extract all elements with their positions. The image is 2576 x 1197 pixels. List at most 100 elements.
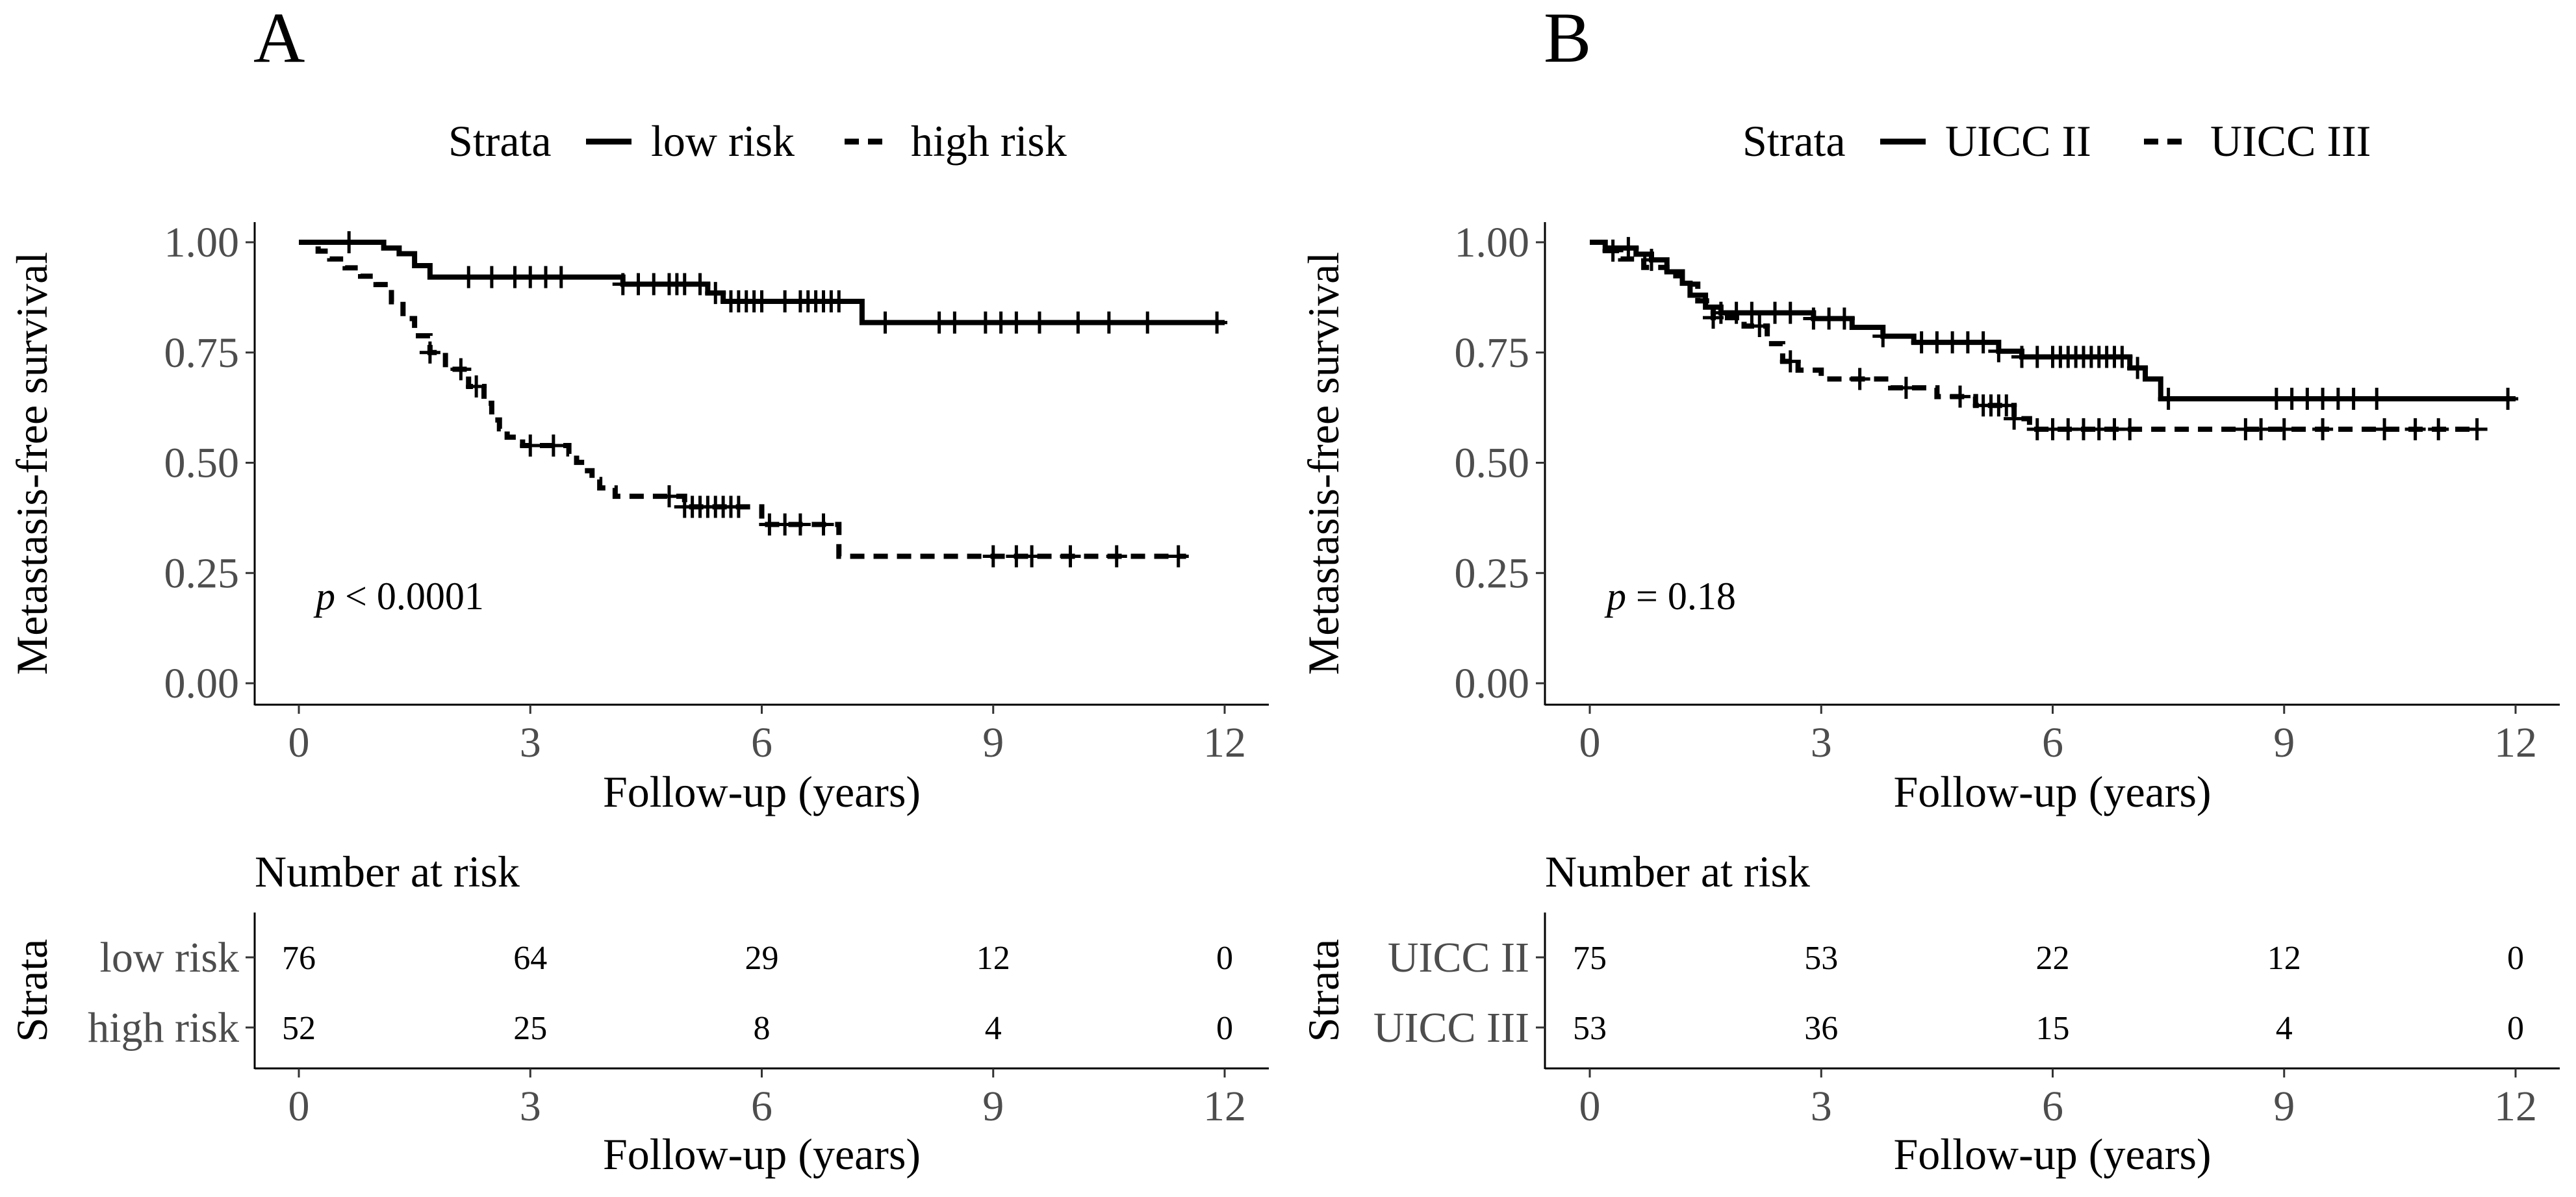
risk-cell: 22: [2036, 940, 2070, 977]
censor-mark-0: [2366, 388, 2388, 410]
risk-row-label: high risk: [88, 1004, 239, 1052]
censor-mark-0: [2497, 388, 2519, 410]
p-value: = 0.18: [1626, 575, 1736, 618]
censor-mark-0: [458, 266, 479, 288]
risk-row-label: UICC III: [1373, 1004, 1529, 1052]
x-tick-label: 12: [1203, 719, 1246, 766]
p-symbol: p: [313, 575, 335, 618]
censor-mark-1: [2404, 418, 2426, 440]
censor-mark-0: [2343, 388, 2364, 410]
censor-mark-0: [2111, 346, 2133, 368]
legend-title: Strata: [1742, 116, 1846, 166]
x-tick-label: 12: [2494, 719, 2537, 766]
x-tick-label: 6: [2042, 719, 2063, 766]
censor-mark-0: [1833, 307, 1855, 330]
censor-mark-1: [1996, 394, 2017, 417]
legend-label-1: UICC III: [2210, 116, 2371, 166]
legend-label-0: UICC II: [1945, 116, 2091, 166]
censor-mark-0: [1029, 311, 1050, 334]
censor-mark-1: [1167, 545, 1189, 568]
censor-mark-0: [338, 231, 360, 253]
censor-mark-0: [689, 273, 711, 296]
risk-cell: 8: [754, 1010, 771, 1047]
risk-x-tick-label: 3: [1811, 1083, 1832, 1130]
censor-mark-0: [828, 290, 850, 312]
x-tick-label: 3: [1811, 719, 1832, 766]
x-tick-label: 0: [288, 719, 310, 766]
p-value-text: p < 0.0001: [313, 575, 484, 618]
censor-mark-1: [1106, 545, 1127, 568]
risk-x-tick-label: 9: [982, 1083, 1004, 1130]
y-axis-title: Metastasis-free survival: [1299, 252, 1348, 675]
censor-mark-1: [2251, 418, 2272, 440]
censor-mark-1: [1060, 545, 1081, 568]
risk-cell: 4: [2276, 1010, 2293, 1047]
censor-mark-1: [520, 435, 541, 457]
y-tick-label: 1.00: [164, 219, 240, 266]
risk-cell: 52: [282, 1010, 316, 1047]
risk-cell: 0: [1216, 1010, 1233, 1047]
censor-mark-0: [1779, 301, 1801, 324]
risk-cell: 0: [2507, 1010, 2524, 1047]
censor-mark-1: [2273, 418, 2295, 440]
risk-cell: 36: [1804, 1010, 1838, 1047]
y-tick-label: 0.25: [1455, 549, 1530, 597]
censor-mark-0: [1741, 301, 1763, 324]
y-tick-label: 0.25: [164, 549, 240, 597]
risk-cell: 53: [1573, 1010, 1607, 1047]
risk-x-tick-label: 12: [1203, 1083, 1246, 1130]
legend-title: Strata: [448, 116, 552, 166]
risk-cell: 0: [2507, 940, 2524, 977]
risk-cell: 53: [1804, 940, 1838, 977]
censor-mark-1: [2374, 418, 2395, 440]
risk-y-axis-title: Strata: [7, 939, 57, 1042]
censor-mark-1: [1602, 239, 1624, 262]
panel-a: A Strata low risk high risk 0.00 0.25 0.50 0.75…: [7, 0, 1269, 1179]
censor-mark-0: [1006, 311, 1027, 334]
risk-cell: 15: [2036, 1010, 2070, 1047]
censor-mark-0: [550, 266, 572, 288]
risk-cell: 76: [282, 940, 316, 977]
censor-mark-1: [982, 545, 1004, 568]
risk-table-title: Number at risk: [255, 847, 520, 896]
censor-mark-0: [1098, 311, 1119, 334]
y-axis-title: Metastasis-free survival: [7, 252, 57, 675]
p-value-text: p = 0.18: [1604, 575, 1736, 618]
risk-y-axis-title: Strata: [1299, 939, 1348, 1042]
censor-mark-1: [1779, 350, 1801, 373]
censor-mark-1: [1749, 315, 1770, 338]
censor-mark-1: [466, 375, 487, 398]
x-axis-title: Follow-up (years): [1893, 767, 2211, 816]
risk-cell: 12: [976, 940, 1010, 977]
risk-cell: 12: [2267, 940, 2301, 977]
risk-row-label: low risk: [100, 934, 240, 981]
risk-cell: 75: [1573, 940, 1607, 977]
risk-x-tick-label: 0: [1579, 1083, 1601, 1130]
risk-cell: 4: [985, 1010, 1002, 1047]
y-tick-label: 0.50: [164, 440, 240, 487]
censor-mark-1: [2466, 418, 2488, 440]
censor-mark-1: [2428, 418, 2449, 440]
risk-x-axis-title: Follow-up (years): [1893, 1129, 2211, 1179]
x-axis-title: Follow-up (years): [603, 767, 921, 816]
censor-mark-1: [1703, 307, 1724, 329]
censor-mark-0: [1988, 340, 2009, 362]
x-tick-label: 3: [520, 719, 541, 766]
risk-x-tick-label: 9: [2273, 1083, 2295, 1130]
legend-label-1: high risk: [911, 116, 1067, 166]
y-tick-label: 0.75: [1455, 329, 1530, 377]
risk-cell: 0: [1216, 940, 1233, 977]
censor-mark-1: [1895, 377, 1917, 399]
risk-cell: 64: [513, 940, 547, 977]
censor-mark-1: [2312, 418, 2334, 440]
censor-mark-1: [2119, 418, 2141, 440]
panel-label: A: [253, 0, 305, 77]
censor-mark-1: [450, 358, 472, 381]
censor-mark-1: [1950, 385, 1970, 408]
censor-mark-0: [944, 311, 965, 334]
censor-mark-0: [1618, 236, 1639, 259]
x-tick-label: 6: [751, 719, 772, 766]
censor-mark-0: [1872, 325, 1894, 347]
x-tick-label: 9: [2273, 719, 2295, 766]
